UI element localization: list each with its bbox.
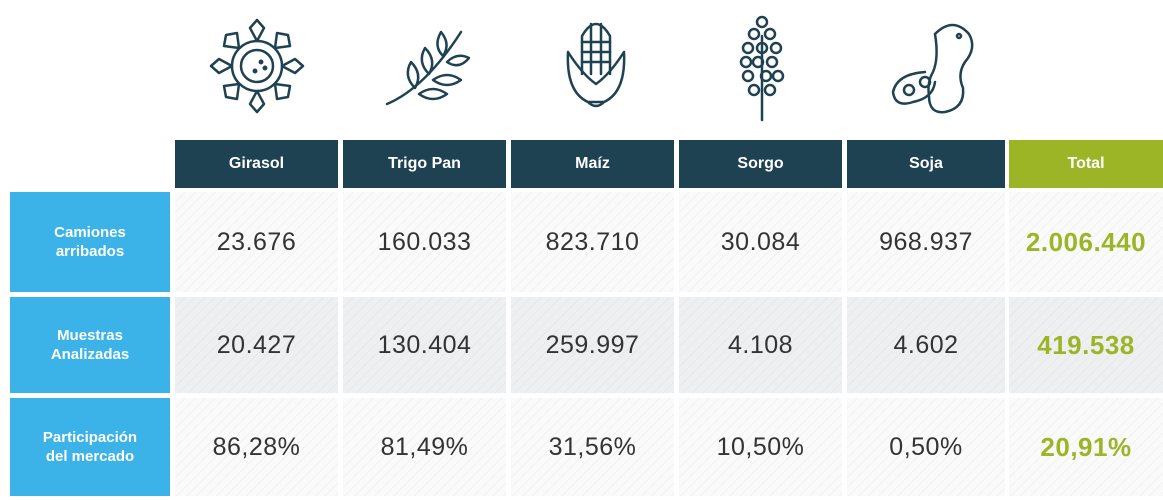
table-cell: 10,50% <box>679 398 842 496</box>
table-cell: 20.427 <box>175 297 338 393</box>
table-cell: 968.937 <box>847 192 1005 292</box>
table-cell: 81,49% <box>343 398 506 496</box>
soy-icon <box>891 23 974 114</box>
column-header: Sorgo <box>679 140 842 188</box>
sorghum-icon <box>739 15 785 122</box>
column-header: Girasol <box>175 140 338 188</box>
table-cell: 823.710 <box>511 192 674 292</box>
row-label: Camiones arribados <box>10 192 170 292</box>
table-cell: 4.602 <box>847 297 1005 393</box>
table-cell: 30.084 <box>679 192 842 292</box>
row-label: Muestras Analizadas <box>10 297 170 393</box>
table-cell: 160.033 <box>343 192 506 292</box>
table-cell: 31,56% <box>511 398 674 496</box>
table-cell: 23.676 <box>175 192 338 292</box>
column-header: Maíz <box>511 140 674 188</box>
corn-icon <box>566 22 626 108</box>
column-header: Total <box>1009 140 1163 188</box>
table-cell: 4.108 <box>679 297 842 393</box>
table-cell: 259.997 <box>511 297 674 393</box>
column-header: Trigo Pan <box>343 140 506 188</box>
wheat-icon <box>385 30 471 106</box>
table-cell: 20,91% <box>1009 398 1163 496</box>
table-cell: 419.538 <box>1009 297 1163 393</box>
row-label: Participación del mercado <box>10 398 170 496</box>
table-cell: 0,50% <box>847 398 1005 496</box>
table-cell: 86,28% <box>175 398 338 496</box>
column-header: Soja <box>847 140 1005 188</box>
table-cell: 130.404 <box>343 297 506 393</box>
crop-icons <box>209 15 974 122</box>
sunflower-icon <box>209 18 305 114</box>
table-cell: 2.006.440 <box>1009 192 1163 292</box>
